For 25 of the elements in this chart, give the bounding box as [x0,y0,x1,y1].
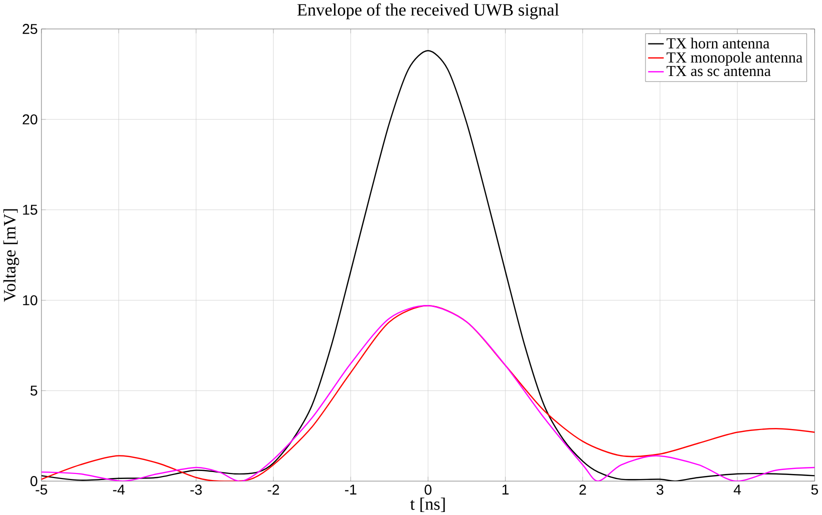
x-tick-label: 2 [579,484,586,494]
line-series [41,304,815,481]
x-tick-label: -4 [113,484,125,494]
x-tick-label: 4 [734,484,741,494]
x-tick-label: -1 [345,484,356,494]
y-tick-label: 10 [23,295,38,306]
legend-label: TX monopole antenna [666,52,802,66]
x-tick-label: -2 [268,484,280,494]
x-axis-title: t [ns] [410,498,445,512]
x-tick-label: 3 [656,484,664,495]
y-tick-label: 20 [22,114,38,124]
line-series [41,50,815,481]
x-tick-label: -3 [190,484,202,495]
chart-title: Envelope of the received UWB signal [297,3,559,20]
y-tick-label: 15 [23,204,38,215]
y-tick-label: 0 [30,476,38,486]
x-tick-label: 1 [502,484,509,494]
legend-label: TX as sc antenna [666,66,771,76]
x-tick-label: 5 [811,484,818,494]
y-tick-label: 25 [22,24,38,34]
y-tick-label: 5 [30,386,38,396]
x-tick-label: 0 [424,484,432,495]
y-axis-title: Voltage [mV] [3,209,20,302]
x-tick-label: -5 [36,484,48,494]
legend-label: TX horn antenna [666,38,770,48]
